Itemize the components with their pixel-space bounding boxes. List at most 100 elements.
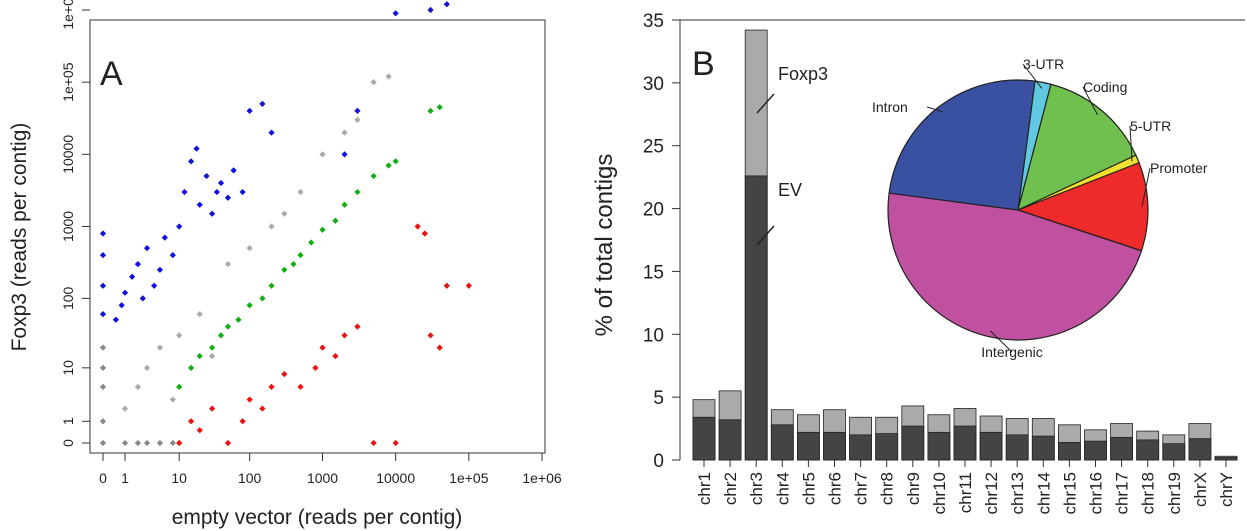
scatter-point-zero-axis	[134, 439, 142, 447]
bar-ev	[901, 425, 925, 461]
scatter-x-ticks: 0 1 10 100 1000 10000 1e+05 1e+06	[99, 453, 562, 486]
ev-annotation-leader	[756, 225, 775, 246]
scatter-point-high-foxp3	[196, 201, 203, 208]
bar-x-tick-label: chr13	[1008, 472, 1027, 515]
scatter-point-high-foxp3	[443, 1, 450, 8]
scatter-point-zero-axis	[156, 439, 164, 447]
scatter-point-high-foxp3	[181, 188, 188, 196]
foxp3-annotation-leader	[756, 93, 775, 114]
scatter-point-other	[121, 405, 129, 412]
bar-y-tick-label: 25	[643, 137, 664, 158]
bar-ev	[718, 419, 742, 461]
scatter-point-other	[297, 188, 304, 196]
scatter-x-tick-label: 10	[171, 470, 187, 486]
bar-x-tick-label: chr12	[982, 472, 1001, 515]
pie-label-leader	[1022, 63, 1043, 89]
pie-slice-promoter	[1016, 161, 1149, 252]
scatter-point-high-ev	[427, 332, 434, 339]
scatter-point-high-ev	[443, 282, 450, 289]
scatter-point-high-foxp3	[246, 107, 253, 114]
pie-slice-coding	[1017, 83, 1137, 212]
scatter-point-high-foxp3	[392, 10, 399, 17]
scatter-point-equal	[235, 316, 242, 323]
pie-label-leader	[1082, 86, 1098, 116]
scatter-point-equal	[385, 162, 392, 169]
scatter-point-zero-axis	[121, 439, 129, 447]
bar-x-tick-label: chr3	[747, 472, 766, 505]
scatter-point-other	[176, 332, 183, 339]
scatter-y-tick-label: 0	[60, 439, 76, 447]
bar-x-tick-label: chr14	[1034, 472, 1053, 515]
scatter-y-axis-title: Foxp3 (reads per contig)	[8, 123, 31, 352]
bar-x-tick-label: chr4	[773, 472, 792, 505]
ev-annotation: EV	[778, 180, 802, 200]
scatter-point-high-ev	[176, 439, 183, 447]
bar-ev	[1058, 441, 1081, 461]
scatter-point-other	[196, 311, 203, 318]
scatter-point-equal	[354, 188, 361, 196]
scatter-point-equal	[297, 252, 304, 259]
scatter-point-high-ev	[465, 282, 472, 289]
bar-y-axis-title: % of total contigs	[591, 154, 618, 337]
scatter-point-high-ev	[209, 405, 216, 412]
bar-x-tick-label: chrY	[1217, 472, 1236, 507]
bar-y-tick-label: 30	[643, 74, 664, 95]
pie-label: Intergenic	[981, 344, 1042, 360]
bar-y-tick-label: 35	[643, 11, 664, 32]
bar-ev	[1031, 435, 1055, 461]
scatter-x-tick-label: 1	[121, 470, 129, 486]
scatter-point-other	[169, 396, 176, 403]
bar-x-tick-label: chr17	[1113, 472, 1132, 515]
bar-ev	[927, 431, 951, 461]
scatter-point-high-foxp3	[118, 302, 125, 309]
pie-label-leader	[926, 106, 943, 113]
scatter-point-high-ev	[259, 405, 266, 412]
bar-y-tick-label: 0	[653, 451, 664, 472]
scatter-y-tick-label: 1	[60, 417, 76, 425]
scatter-point-other	[341, 129, 348, 136]
scatter-point-high-foxp3	[239, 188, 246, 196]
scatter-point-equal	[341, 201, 348, 208]
bar-x-tick-label: chr19	[1165, 472, 1184, 515]
bar-ev	[1136, 439, 1160, 461]
scatter-point-equal	[436, 104, 443, 111]
scatter-points	[99, 1, 472, 447]
bar-x-tick-label: chrX	[1191, 472, 1210, 507]
scatter-point-high-ev	[370, 439, 377, 447]
scatter-point-other	[134, 383, 142, 390]
scatter-point-high-ev	[319, 344, 326, 351]
bar-ev	[692, 416, 716, 461]
bar-ev	[1110, 436, 1133, 461]
scatter-point-high-ev	[239, 418, 246, 425]
scatter-point-equal	[217, 332, 225, 339]
scatter-point-high-foxp3	[217, 179, 225, 187]
bar-ev	[770, 424, 794, 461]
scatter-point-equal	[392, 158, 399, 165]
pie-label-leader	[1141, 167, 1151, 207]
scatter-point-equal	[308, 239, 315, 246]
scatter-point-other	[370, 79, 377, 86]
scatter-point-high-foxp3	[134, 261, 142, 268]
scatter-point-other	[354, 116, 361, 124]
scatter-x-axis-title: empty vector (reads per contig)	[172, 506, 463, 529]
scatter-point-high-foxp3	[143, 245, 151, 252]
scatter-point-high-foxp3	[139, 295, 146, 302]
bar-ev	[875, 433, 899, 461]
scatter-y-tick-label: 1e+05	[60, 62, 76, 102]
scatter-point-zero-axis	[143, 439, 151, 447]
scatter-point-high-foxp3	[112, 316, 119, 323]
scatter-point-high-foxp3	[121, 289, 129, 296]
bar-ev	[1084, 440, 1107, 461]
bar-x-tick-label: chr9	[904, 472, 923, 505]
scatter-point-equal	[246, 302, 253, 309]
bar-x-tick-label: chr11	[956, 472, 975, 513]
scatter-point-high-foxp3	[341, 151, 348, 158]
scatter-plot-frame	[89, 19, 546, 454]
scatter-point-high-ev	[312, 364, 319, 371]
scatter-point-high-foxp3	[259, 100, 266, 108]
scatter-point-high-ev	[341, 332, 348, 339]
panel-label-a: A	[100, 55, 123, 93]
scatter-point-equal	[290, 261, 297, 268]
scatter-point-high-foxp3	[176, 223, 183, 230]
scatter-point-equal	[281, 266, 288, 273]
